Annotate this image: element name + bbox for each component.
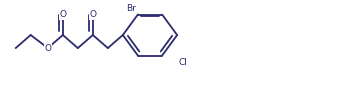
Text: Cl: Cl (178, 58, 187, 67)
Text: O: O (44, 44, 51, 53)
Text: O: O (89, 10, 96, 19)
Text: O: O (59, 10, 66, 19)
Text: Br: Br (127, 4, 136, 13)
